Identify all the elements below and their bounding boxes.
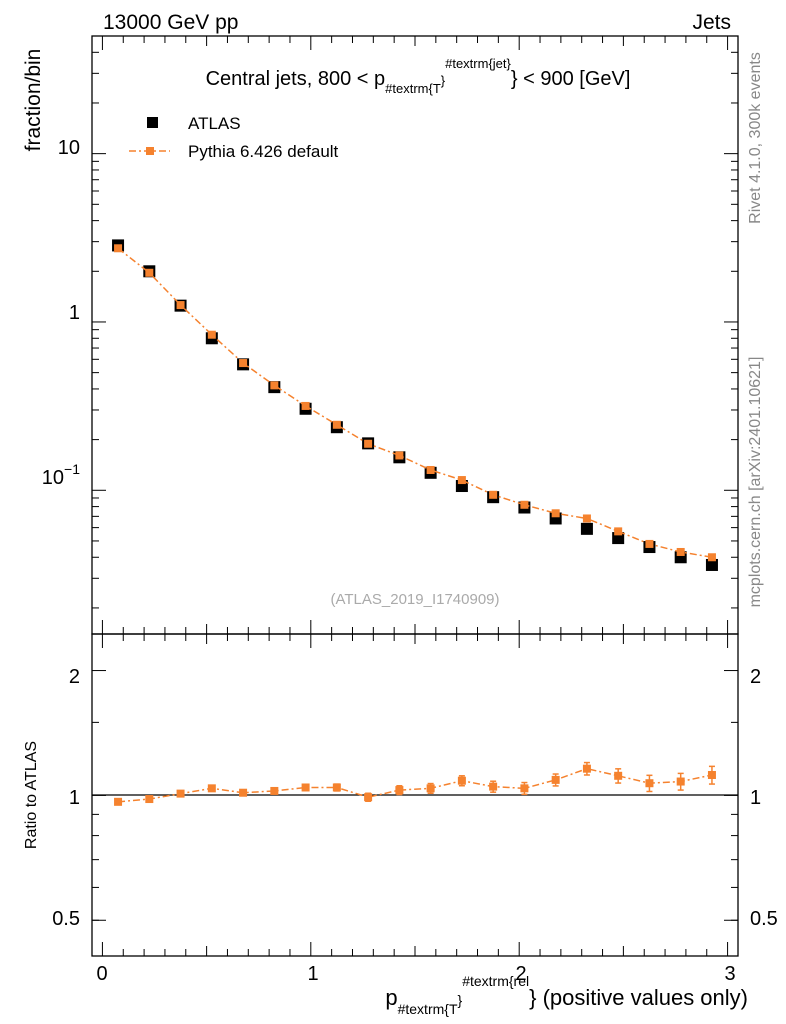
x-tick-label-3: 3 bbox=[724, 963, 735, 985]
legend: ATLAS Pythia 6.426 default bbox=[129, 114, 339, 161]
ratio-point bbox=[395, 786, 404, 795]
analysis-watermark: (ATLAS_2019_I1740909) bbox=[330, 591, 499, 608]
main-title: Central jets, 800 < p#textrm{T}#textrm{j… bbox=[206, 56, 631, 96]
pythia-point bbox=[114, 244, 123, 253]
ratio-point bbox=[114, 797, 123, 806]
pythia-point bbox=[145, 268, 154, 277]
pythia-point bbox=[676, 547, 685, 556]
ratio-point bbox=[707, 770, 716, 779]
ratio-point bbox=[614, 771, 623, 780]
ratio-point bbox=[457, 776, 466, 785]
ratio-ylabel: Ratio to ATLAS bbox=[23, 741, 40, 849]
x-tick-label-2: 2 bbox=[515, 963, 526, 985]
ratio-point bbox=[582, 764, 591, 773]
pythia-point bbox=[582, 514, 591, 523]
legend-marker-atlas bbox=[147, 117, 158, 128]
pythia-point bbox=[520, 500, 529, 509]
legend-label-pythia: Pythia 6.426 default bbox=[188, 142, 339, 161]
ratio-point bbox=[270, 786, 279, 795]
legend-label-atlas: ATLAS bbox=[188, 114, 241, 133]
axis-ticks bbox=[92, 35, 738, 956]
main-ylabel: fraction/bin bbox=[22, 49, 45, 152]
pythia-point bbox=[489, 490, 498, 499]
main-y-tick-label-0.1: 10−1 bbox=[42, 461, 80, 489]
ratio-point bbox=[332, 783, 341, 792]
category-label: Jets bbox=[692, 11, 731, 34]
pythia-point bbox=[364, 439, 373, 448]
ratio-data-layer bbox=[114, 761, 716, 806]
pythia-point bbox=[551, 509, 560, 518]
ratio-point bbox=[489, 782, 498, 791]
x-tick-label-0: 0 bbox=[96, 963, 107, 985]
pythia-line bbox=[117, 247, 713, 558]
ratio-point bbox=[301, 783, 310, 792]
ratio-point bbox=[520, 784, 529, 793]
pythia-point bbox=[176, 301, 185, 310]
ratio-point bbox=[426, 784, 435, 793]
pythia-point bbox=[457, 476, 466, 485]
pythia-point bbox=[426, 465, 435, 474]
ratio-point bbox=[676, 777, 685, 786]
pythia-point bbox=[645, 539, 654, 548]
pythia-point bbox=[239, 359, 248, 368]
main-y-tick-label-10: 10 bbox=[58, 137, 80, 159]
pythia-point bbox=[301, 401, 310, 410]
atlas-point bbox=[580, 522, 593, 535]
ratio-y-tick-label-0.5-right: 0.5 bbox=[750, 908, 778, 930]
main-data-layer bbox=[112, 239, 718, 571]
ratio-y-tick-label-1: 1 bbox=[69, 787, 80, 809]
pythia-point bbox=[270, 381, 279, 390]
ratio-y-tick-label-0.5: 0.5 bbox=[52, 908, 80, 930]
pythia-point bbox=[395, 451, 404, 460]
x-axis-label: p#textrm{T}#textrm{rel} (positive values… bbox=[385, 973, 748, 1017]
ratio-line bbox=[117, 767, 713, 803]
pythia-point bbox=[207, 330, 216, 339]
ratio-point bbox=[364, 793, 373, 802]
energy-label: 13000 GeV pp bbox=[103, 11, 238, 34]
ratio-y-tick-label-2: 2 bbox=[69, 666, 80, 688]
mcplots-label: mcplots.cern.ch [arXiv:2401.10621] bbox=[747, 357, 764, 608]
rivet-label: Rivet 4.1.0, 300k events bbox=[747, 52, 764, 224]
ratio-point bbox=[176, 789, 185, 798]
pythia-point bbox=[707, 553, 716, 562]
legend-marker-pythia bbox=[146, 147, 154, 155]
main-y-tick-label-1: 1 bbox=[69, 302, 80, 324]
x-tick-label-1: 1 bbox=[307, 963, 318, 985]
pythia-point bbox=[614, 527, 623, 536]
ratio-point bbox=[645, 779, 654, 788]
ratio-point bbox=[207, 784, 216, 793]
ratio-point bbox=[239, 788, 248, 797]
ratio-point bbox=[145, 795, 154, 804]
ratio-point bbox=[551, 775, 560, 784]
atlas-point bbox=[705, 558, 718, 571]
pythia-point bbox=[332, 420, 341, 429]
ratio-y-tick-label-1-right: 1 bbox=[750, 787, 761, 809]
ratio-y-tick-label-2-right: 2 bbox=[750, 666, 761, 688]
